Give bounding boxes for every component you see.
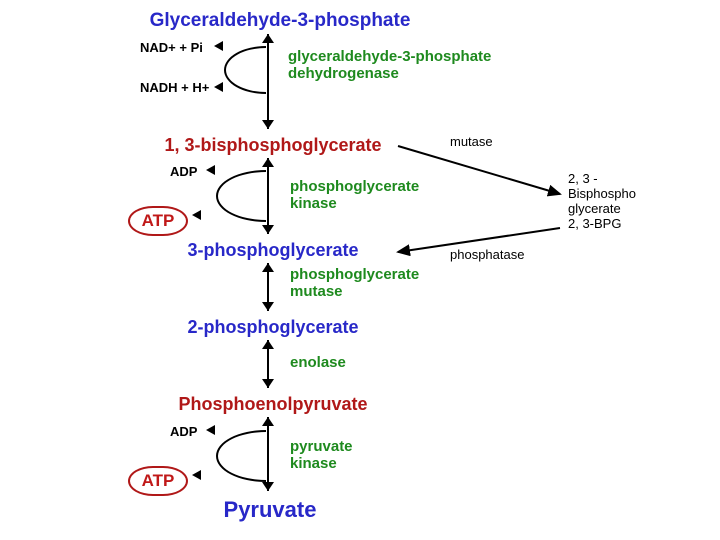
side-enzyme-mutase: mutase <box>450 135 493 150</box>
enzyme-g3pdh: glyceraldehyde-3-phosphate dehydrogenase <box>288 48 491 83</box>
metabolite-g3p: Glyceraldehyde-3-phosphate <box>130 10 430 32</box>
glycolysis-pathway-diagram: { "canvas": { "width": 720, "height": 54… <box>0 0 720 540</box>
enzyme-pgk: phosphoglycerate kinase <box>290 178 419 213</box>
cofactor-nad-pi: NAD+ + Pi <box>140 40 203 55</box>
side-metabolite-23bpg: 2, 3 - Bisphospho glycerate 2, 3-BPG <box>568 172 636 232</box>
metabolite-2pg: 2-phosphoglycerate <box>168 317 378 338</box>
cofactor-adp-1: ADP <box>170 164 197 179</box>
side-enzyme-phosphatase: phosphatase <box>450 248 524 263</box>
enzyme-enolase: enolase <box>290 354 346 371</box>
metabolite-13bpg: 1, 3-bisphosphoglycerate <box>148 135 398 156</box>
cofactor-adp-2: ADP <box>170 424 197 439</box>
metabolite-pyruvate: Pyruvate <box>210 497 330 523</box>
metabolite-pep: Phosphoenolpyruvate <box>158 394 388 415</box>
enzyme-pk: pyruvate kinase <box>290 438 353 473</box>
atp-output-1: ATP <box>128 206 188 236</box>
atp-output-2: ATP <box>128 466 188 496</box>
enzyme-pgm: phosphoglycerate mutase <box>290 266 419 301</box>
metabolite-3pg: 3-phosphoglycerate <box>168 240 378 261</box>
cofactor-nadh-h: NADH + H+ <box>140 80 209 95</box>
